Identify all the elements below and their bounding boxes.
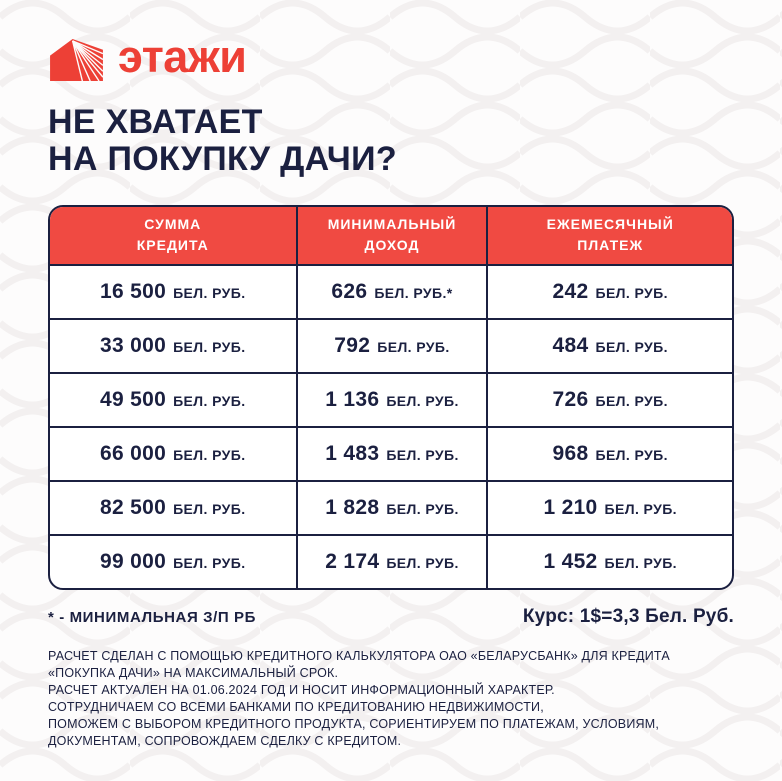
- payment-unit: БЕЛ. РУБ.: [595, 338, 668, 355]
- table-row: 33 000 БЕЛ. РУБ. 792 БЕЛ. РУБ. 484 БЕЛ. РУБ…: [50, 317, 732, 372]
- credit-amount: 49 500: [100, 387, 167, 411]
- page-title-line1: НЕ ХВАТАЕТ: [48, 103, 263, 141]
- notes-row: * - МИНИМАЛЬНАЯ З/П РБ Курс: 1$=3,3 Бел.…: [48, 606, 734, 628]
- header-monthly-payment: ЕЖЕМЕСЯЧНЫЙ ПЛАТЕЖ: [486, 206, 732, 264]
- income-unit: БЕЛ. РУБ.*: [374, 284, 453, 301]
- payment-unit: БЕЛ. РУБ.: [604, 554, 677, 571]
- income-amount: 626: [331, 279, 368, 303]
- credit-amount: 82 500: [100, 495, 167, 519]
- credit-amount: 99 000: [100, 549, 167, 573]
- credit-amount: 66 000: [100, 441, 167, 465]
- asterisk-note: * - МИНИМАЛЬНАЯ З/П РБ: [48, 608, 256, 626]
- income-amount: 1 483: [325, 441, 380, 465]
- credit-unit: БЕЛ. РУБ.: [173, 500, 246, 517]
- payment-amount: 1 210: [543, 495, 598, 519]
- credit-amount: 33 000: [100, 333, 167, 357]
- income-cell: 2 174 БЕЛ. РУБ.: [295, 535, 487, 588]
- payment-amount: 1 452: [543, 549, 598, 573]
- credit-table: СУММА КРЕДИТА МИНИМАЛЬНЫЙ ДОХОД ЕЖЕМЕСЯЧ…: [48, 204, 734, 590]
- income-unit: БЕЛ. РУБ.: [377, 338, 450, 355]
- table-row: 66 000 БЕЛ. РУБ. 1 483 БЕЛ. РУБ. 968 БЕЛ. Р…: [50, 425, 732, 480]
- brand-logo: этажи: [48, 30, 734, 82]
- income-amount: 1 828: [325, 495, 380, 519]
- table-row: 82 500 БЕЛ. РУБ. 1 828 БЕЛ. РУБ. 1 210 БЕЛ.…: [50, 479, 732, 534]
- table-row: 16 500 БЕЛ. РУБ. 626 БЕЛ. РУБ.* 242 БЕЛ. РУ…: [50, 265, 732, 318]
- header-credit-sum: СУММА КРЕДИТА: [136, 216, 209, 254]
- payment-cell: 1 210 БЕЛ. РУБ.: [486, 481, 732, 534]
- exchange-rate-note: Курс: 1$=3,3 Бел. Руб.: [522, 605, 734, 627]
- infographic: этажи НЕ ХВАТАЕТ НА ПОКУПКУ ДАЧИ? СУММА …: [48, 30, 734, 750]
- credit-unit: БЕЛ. РУБ.: [173, 338, 246, 355]
- payment-unit: БЕЛ. РУБ.: [595, 446, 668, 463]
- credit-cell: 49 500 БЕЛ. РУБ.: [50, 374, 296, 426]
- credit-unit: БЕЛ. РУБ.: [173, 446, 246, 463]
- table-header-row: СУММА КРЕДИТА МИНИМАЛЬНЫЙ ДОХОД ЕЖЕМЕСЯЧ…: [50, 206, 732, 266]
- credit-unit: БЕЛ. РУБ.: [173, 554, 246, 571]
- income-cell: 626 БЕЛ. РУБ.*: [295, 265, 487, 318]
- income-unit: БЕЛ. РУБ.: [386, 554, 459, 571]
- disclaimer-line: «ПОКУПКА ДАЧИ» НА МАКСИМАЛЬНЫЙ СРОК.: [48, 665, 339, 680]
- credit-cell: 99 000 БЕЛ. РУБ.: [50, 536, 296, 588]
- payment-cell: 242 БЕЛ. РУБ.: [486, 265, 732, 318]
- payment-amount: 726: [552, 387, 589, 411]
- income-unit: БЕЛ. РУБ.: [386, 446, 459, 463]
- credit-cell: 82 500 БЕЛ. РУБ.: [50, 482, 296, 534]
- payment-cell: 968 БЕЛ. РУБ.: [486, 427, 732, 480]
- payment-amount: 968: [552, 441, 589, 465]
- payment-unit: БЕЛ. РУБ.: [595, 392, 668, 409]
- disclaimer-line: РАСЧЕТ СДЕЛАН С ПОМОЩЬЮ КРЕДИТНОГО КАЛЬК…: [48, 648, 670, 663]
- income-unit: БЕЛ. РУБ.: [386, 500, 459, 517]
- credit-amount: 16 500: [100, 279, 167, 303]
- house-logo-icon: [50, 38, 104, 81]
- income-unit: БЕЛ. РУБ.: [386, 392, 459, 409]
- income-cell: 1 136 БЕЛ. РУБ.: [295, 373, 487, 426]
- income-amount: 792: [334, 333, 371, 357]
- credit-cell: 16 500 БЕЛ. РУБ.: [50, 266, 296, 318]
- disclaimer: РАСЧЕТ СДЕЛАН С ПОМОЩЬЮ КРЕДИТНОГО КАЛЬК…: [48, 648, 734, 750]
- income-amount: 2 174: [325, 549, 380, 573]
- disclaimer-line: СОТРУДНИЧАЕМ СО ВСЕМИ БАНКАМИ ПО КРЕДИТО…: [48, 699, 544, 714]
- payment-amount: 484: [552, 333, 589, 357]
- income-cell: 1 828 БЕЛ. РУБ.: [295, 481, 487, 534]
- income-cell: 1 483 БЕЛ. РУБ.: [295, 427, 487, 480]
- credit-cell: 33 000 БЕЛ. РУБ.: [50, 320, 296, 372]
- income-cell: 792 БЕЛ. РУБ.: [295, 319, 487, 372]
- payment-cell: 1 452 БЕЛ. РУБ.: [486, 535, 732, 588]
- credit-cell: 66 000 БЕЛ. РУБ.: [50, 428, 296, 480]
- disclaimer-line: ПОМОЖЕМ С ВЫБОРОМ КРЕДИТНОГО ПРОДУКТА, С…: [48, 716, 660, 731]
- income-amount: 1 136: [325, 387, 380, 411]
- payment-unit: БЕЛ. РУБ.: [595, 284, 668, 301]
- page-title: НЕ ХВАТАЕТ НА ПОКУПКУ ДАЧИ?: [48, 103, 734, 179]
- page-title-line2: НА ПОКУПКУ ДАЧИ?: [48, 140, 397, 179]
- brand-wordmark: этажи: [118, 30, 247, 82]
- table-row: 49 500 БЕЛ. РУБ. 1 136 БЕЛ. РУБ. 726 БЕЛ. Р…: [50, 371, 732, 426]
- credit-unit: БЕЛ. РУБ.: [173, 284, 246, 301]
- payment-cell: 726 БЕЛ. РУБ.: [486, 373, 732, 426]
- table-row: 99 000 БЕЛ. РУБ. 2 174 БЕЛ. РУБ. 1 452 БЕЛ.…: [50, 533, 732, 588]
- payment-amount: 242: [552, 279, 589, 303]
- credit-unit: БЕЛ. РУБ.: [173, 392, 246, 409]
- payment-unit: БЕЛ. РУБ.: [604, 500, 677, 517]
- header-min-income: МИНИМАЛЬНЫЙ ДОХОД: [295, 206, 487, 264]
- disclaimer-line: РАСЧЕТ АКТУАЛЕН НА 01.06.2024 ГОД И НОСИ…: [48, 682, 555, 697]
- disclaimer-line: ДОКУМЕНТАМ, СОПРОВОЖДАЕМ СДЕЛКУ С КРЕДИТ…: [48, 733, 402, 748]
- payment-cell: 484 БЕЛ. РУБ.: [486, 319, 732, 372]
